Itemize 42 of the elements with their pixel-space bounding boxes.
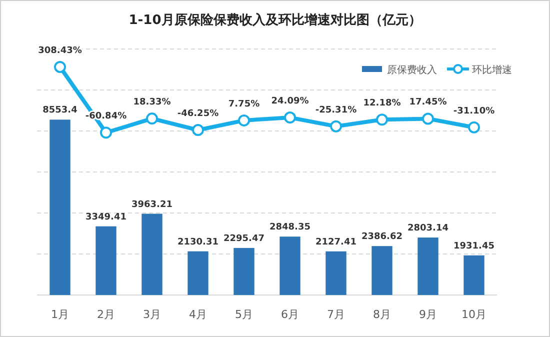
- point: [100, 126, 112, 139]
- x-tick-label: 4月: [189, 308, 207, 321]
- data-label: -25.31%: [315, 105, 357, 116]
- data-label: 2130.31: [178, 237, 218, 248]
- data-label: 2848.35: [270, 222, 310, 233]
- data-label: 17.45%: [409, 98, 447, 108]
- x-tick-label: 8月: [373, 308, 391, 321]
- x-tick-label: 1月: [51, 308, 69, 321]
- point: [376, 114, 388, 126]
- data-label: 2295.47: [224, 234, 264, 244]
- data-label: 3349.41: [86, 212, 126, 222]
- legend-label: 原保费收入: [387, 64, 437, 76]
- data-label: 2127.41: [316, 237, 356, 248]
- data-label: -31.10%: [453, 106, 495, 116]
- data-label: -46.25%: [177, 109, 219, 120]
- point: [284, 112, 296, 124]
- x-tick-label: 7月: [327, 308, 345, 321]
- data-label: 12.18%: [363, 98, 401, 109]
- x-tick-label: 10月: [462, 308, 486, 321]
- data-label: 18.33%: [133, 98, 171, 108]
- x-tick-label: 9月: [419, 308, 437, 321]
- x-tick-label: 3月: [143, 308, 161, 321]
- legend-label: 环比增速: [472, 64, 512, 76]
- point: [238, 114, 250, 126]
- point: [330, 120, 342, 132]
- x-tick-label: 6月: [281, 308, 299, 321]
- x-tick-label: 2月: [97, 308, 115, 321]
- data-label: 7.75%: [228, 99, 260, 110]
- data-label: 1931.45: [454, 241, 494, 252]
- point: [54, 60, 66, 73]
- data-label: 2803.14: [408, 224, 448, 234]
- data-label: 24.09%: [271, 96, 309, 107]
- chart-title: 1-10月原保险保费收入及环比增速对比图（亿元）: [128, 12, 422, 28]
- data-label: 308.43%: [38, 46, 82, 56]
- x-tick-label: 5月: [235, 308, 253, 321]
- point: [146, 112, 158, 125]
- point: [192, 124, 204, 136]
- data-label: 2386.62: [362, 232, 402, 242]
- data-label: 3963.21: [132, 200, 172, 210]
- point: [422, 112, 434, 125]
- point: [468, 121, 480, 134]
- data-label: 8553.4: [42, 106, 78, 116]
